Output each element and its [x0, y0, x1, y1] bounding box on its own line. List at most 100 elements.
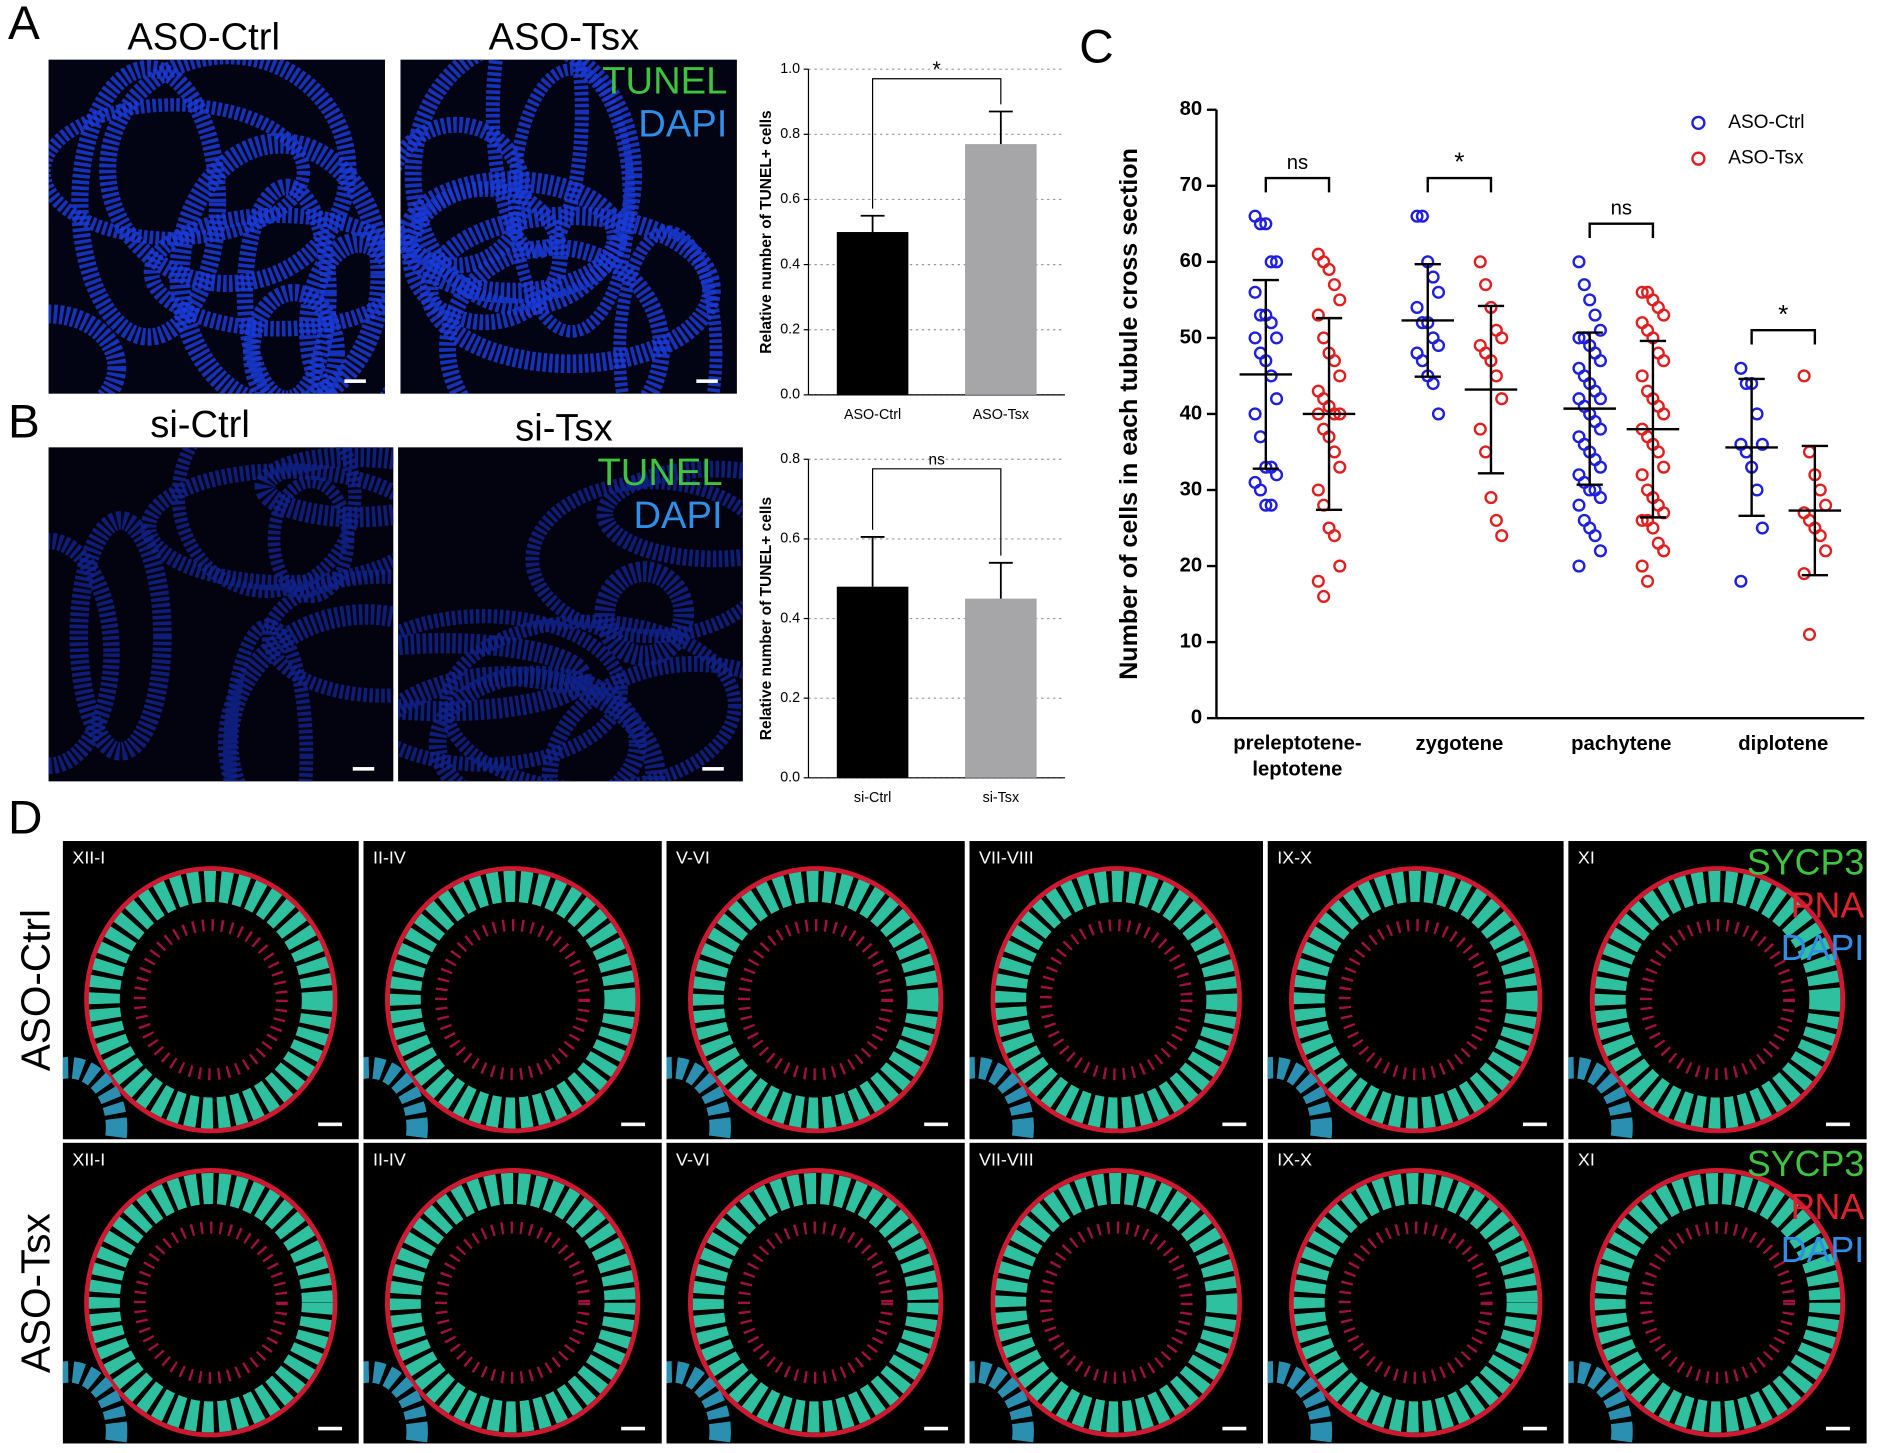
tubule-edge: [84, 1168, 338, 1438]
tissue: [363, 1168, 641, 1444]
data-point: [1426, 270, 1440, 284]
scale-bar: [1222, 1122, 1247, 1127]
data-point: [1640, 430, 1655, 444]
image-title: ASO-Ctrl: [127, 15, 280, 58]
y-tick-label: 0.4: [780, 610, 800, 626]
data-point: [1572, 392, 1586, 406]
significance-bracket: [1588, 222, 1655, 238]
y-tick-label: 0.8: [780, 126, 800, 142]
data-point: [1572, 361, 1586, 375]
legend-marker: [1691, 151, 1706, 166]
data-point: [1797, 369, 1811, 383]
tubule-edge: [384, 1168, 641, 1438]
data-point: [1431, 285, 1446, 299]
tissue: [969, 1168, 1242, 1444]
tubule-lumen: [133, 1221, 288, 1384]
image-title: ASO-Tsx: [489, 15, 640, 58]
row-label: ASO-Tsx: [13, 1213, 59, 1373]
significance-bracket: [871, 78, 1002, 209]
scale-bar: [1222, 1426, 1247, 1431]
significance-bracket: [871, 468, 1002, 556]
stage-label: VII-VIII: [979, 1149, 1034, 1169]
data-point: [1651, 399, 1665, 413]
stage-label: XI: [1578, 848, 1595, 868]
y-tick-label: 80: [1180, 98, 1203, 120]
data-point: [1495, 529, 1509, 543]
data-point: [1593, 460, 1607, 474]
y-tick-label: 0.6: [780, 191, 800, 207]
tubule-edge: [990, 866, 1242, 1134]
y-tick-label: 0.8: [780, 451, 800, 467]
data-point: [1802, 513, 1817, 527]
x-tick-label: si-Ctrl: [854, 790, 891, 806]
data-point: [1489, 513, 1503, 527]
data-point: [1327, 445, 1341, 459]
image-title: si-Ctrl: [150, 403, 250, 446]
data-point: [1651, 445, 1665, 459]
tubule: [140, 463, 394, 591]
bar: [965, 598, 1037, 778]
data-point: [1640, 323, 1655, 337]
tubule-edge: [1289, 1168, 1543, 1438]
y-axis-label: Relative number of TUNEL+ cells: [758, 110, 775, 353]
channel-label: TUNEL: [597, 451, 722, 494]
significance-label: ns: [929, 452, 946, 469]
significance-label: *: [1454, 147, 1464, 177]
legend-marker: [1691, 115, 1706, 131]
tubule: [402, 181, 568, 331]
data-point: [1802, 627, 1817, 642]
data-point: [1593, 422, 1607, 436]
tubule: [242, 283, 345, 394]
data-point: [1577, 369, 1591, 383]
data-point: [1572, 468, 1586, 482]
data-point: [1802, 445, 1817, 459]
bar: [836, 232, 909, 395]
y-axis-label: Number of cells in each tubule cross sec…: [1115, 148, 1143, 680]
data-point: [1577, 513, 1591, 527]
data-point: [1248, 331, 1262, 345]
data-point: [1813, 529, 1827, 543]
significance-label: *: [933, 57, 942, 81]
tubule: [594, 561, 695, 667]
neighbor: [666, 1361, 731, 1444]
y-tick-label: 20: [1180, 554, 1203, 576]
data-point: [1588, 308, 1602, 322]
row-label: ASO-Ctrl: [13, 909, 59, 1071]
tubule-edge: [687, 866, 944, 1134]
neighbor: [1568, 1056, 1633, 1140]
neighbor: [1267, 1056, 1333, 1140]
channel-label: SYCP3: [1747, 1144, 1864, 1184]
scale-bar: [621, 1426, 646, 1431]
data-point: [1750, 407, 1764, 421]
data-point: [1311, 308, 1325, 322]
data-point: [1572, 559, 1586, 573]
data-point: [1311, 247, 1325, 261]
data-point: [1489, 369, 1503, 383]
y-tick-label: 70: [1180, 174, 1203, 196]
y-tick-label: 0.4: [780, 256, 800, 272]
scale-bar: [696, 379, 718, 383]
tissue: [363, 866, 641, 1140]
data-point: [1755, 437, 1769, 451]
data-point: [1635, 468, 1649, 482]
data-point: [1651, 536, 1665, 550]
data-point: [1755, 521, 1769, 535]
data-point: [1577, 475, 1591, 489]
data-point: [1431, 338, 1446, 353]
data-point: [1819, 498, 1833, 512]
legend-label: ASO-Ctrl: [1728, 112, 1804, 133]
data-point: [1415, 209, 1429, 223]
channel-label: TUNEL: [602, 60, 727, 103]
neighbor: [363, 1056, 428, 1140]
channel-label: SYCP3: [1747, 842, 1864, 882]
neighbor: [1267, 1361, 1333, 1444]
tubule-cells: [692, 1172, 939, 1433]
data-point: [1410, 209, 1424, 223]
tubule-cells: [1594, 870, 1841, 1129]
data-point: [1593, 354, 1607, 368]
tubule-edge: [1589, 1168, 1846, 1438]
data-point: [1635, 513, 1649, 527]
data-point: [1259, 498, 1273, 512]
data-point: [1248, 209, 1262, 223]
